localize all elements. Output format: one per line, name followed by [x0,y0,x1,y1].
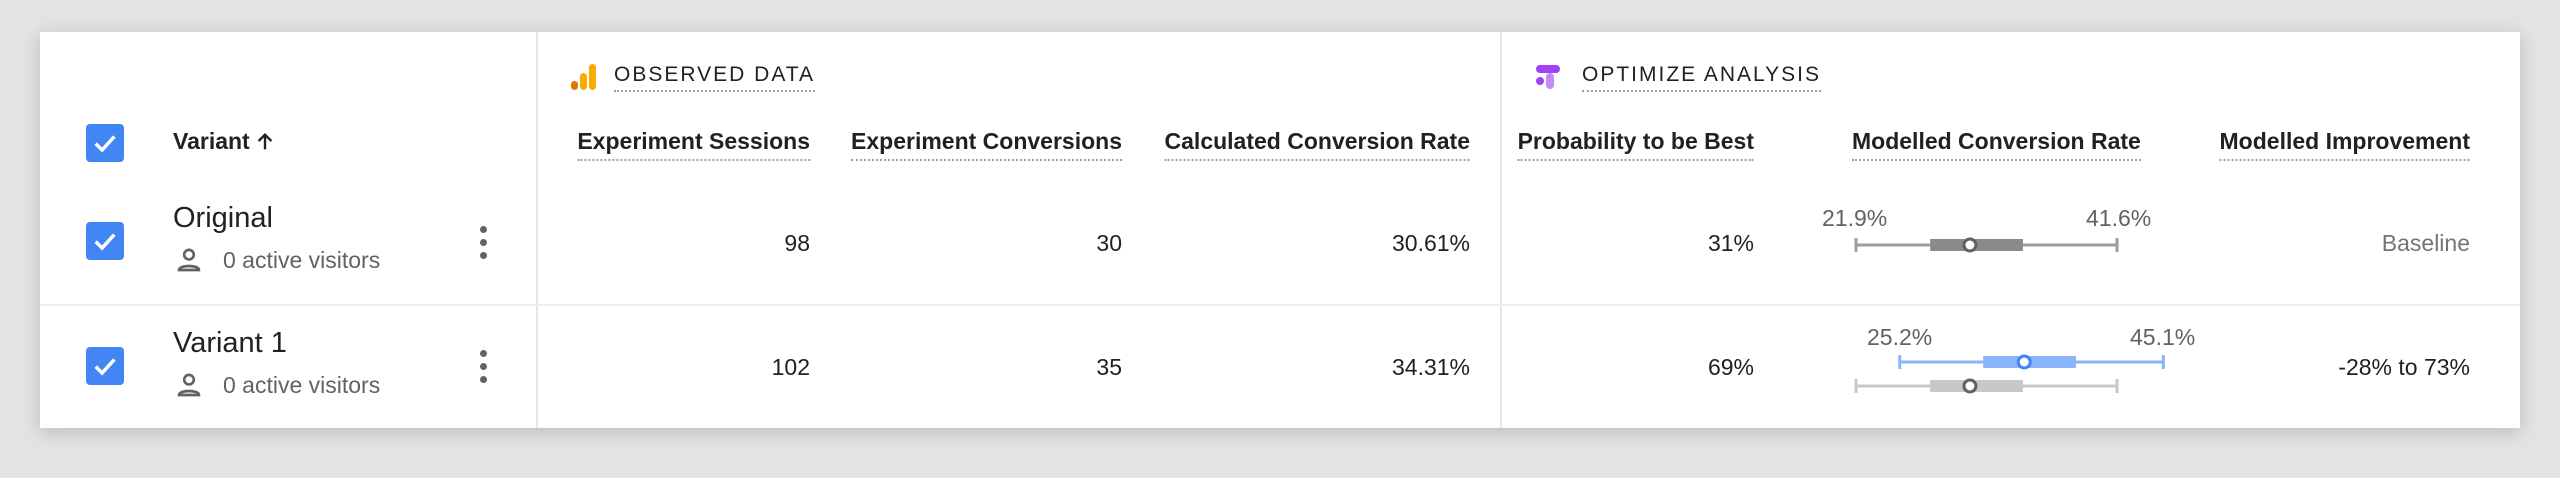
checkbox-checked-icon [94,233,116,251]
calc-rate-value: 30.61% [1391,230,1470,256]
analytics-icon [571,64,596,90]
modelled-rate-column-header[interactable]: Modelled Conversion Rate [1852,128,2141,161]
row-divider [40,304,2520,306]
modelled-improvement-column-header[interactable]: Modelled Improvement [2219,128,2470,161]
improvement-value: Baseline [2381,230,2470,256]
calc-rate-value: 34.31% [1391,354,1470,380]
arrow-up-icon [257,132,272,149]
optimize-analysis-group: OPTIMIZE ANALYSIS [1534,60,1821,94]
active-visitors: 0 active visitors [173,369,380,401]
checkbox-checked-icon [94,358,116,376]
variant-interval-box [1983,356,2076,368]
observed-data-group: OBSERVED DATA [570,60,816,94]
observed-data-title: OBSERVED DATA [614,63,816,92]
prob-best-column-header[interactable]: Probability to be Best [1517,128,1754,161]
person-icon [177,248,201,272]
ci-low-label: 21.9% [1822,205,1888,231]
more-vert-icon[interactable] [477,350,489,386]
active-visitors: 0 active visitors [173,244,380,276]
prob-best-value: 31% [1707,230,1754,256]
baseline-ghost-interval-box [1930,380,2023,392]
sessions-value: 98 [784,230,810,256]
variant-column-header[interactable]: Variant [173,128,276,155]
baseline-ghost-interval-point [1962,378,1978,394]
conversions-column-header[interactable]: Experiment Conversions [851,128,1122,161]
optimize-icon [1536,65,1560,89]
prob-best-value: 69% [1707,354,1754,380]
column-divider-observed [536,32,538,428]
experiment-report-card: OBSERVED DATA OPTIMIZE ANALYSIS Variant … [40,32,2520,428]
more-vert-icon[interactable] [477,226,489,262]
checkbox-checked-icon [94,135,116,153]
select-all-checkbox[interactable] [86,124,124,162]
variant-interval-point [2016,354,2032,370]
original-interval-point [1962,237,1978,253]
active-visitors-label: 0 active visitors [223,371,381,398]
row-checkbox-original[interactable] [86,222,124,260]
ci-low-label: 25.2% [1867,324,1933,350]
sessions-value: 102 [771,354,810,380]
calc-rate-column-header[interactable]: Calculated Conversion Rate [1164,128,1470,161]
original-interval-box [1930,239,2023,251]
column-divider-optimize [1500,32,1502,428]
variant-header-label: Variant [173,128,250,154]
conversions-value: 35 [1096,354,1122,380]
sessions-column-header[interactable]: Experiment Sessions [577,128,810,161]
row-checkbox-variant-1[interactable] [86,347,124,385]
ci-high-label: 41.6% [2086,205,2152,231]
active-visitors-label: 0 active visitors [223,246,381,273]
ci-high-label: 45.1% [2130,324,2196,350]
improvement-value: -28% to 73% [2338,354,2470,380]
optimize-analysis-title: OPTIMIZE ANALYSIS [1582,63,1821,92]
conversions-value: 30 [1096,230,1122,256]
person-icon [177,373,201,397]
variant-name: Original [173,202,273,234]
variant-name: Variant 1 [173,327,287,359]
